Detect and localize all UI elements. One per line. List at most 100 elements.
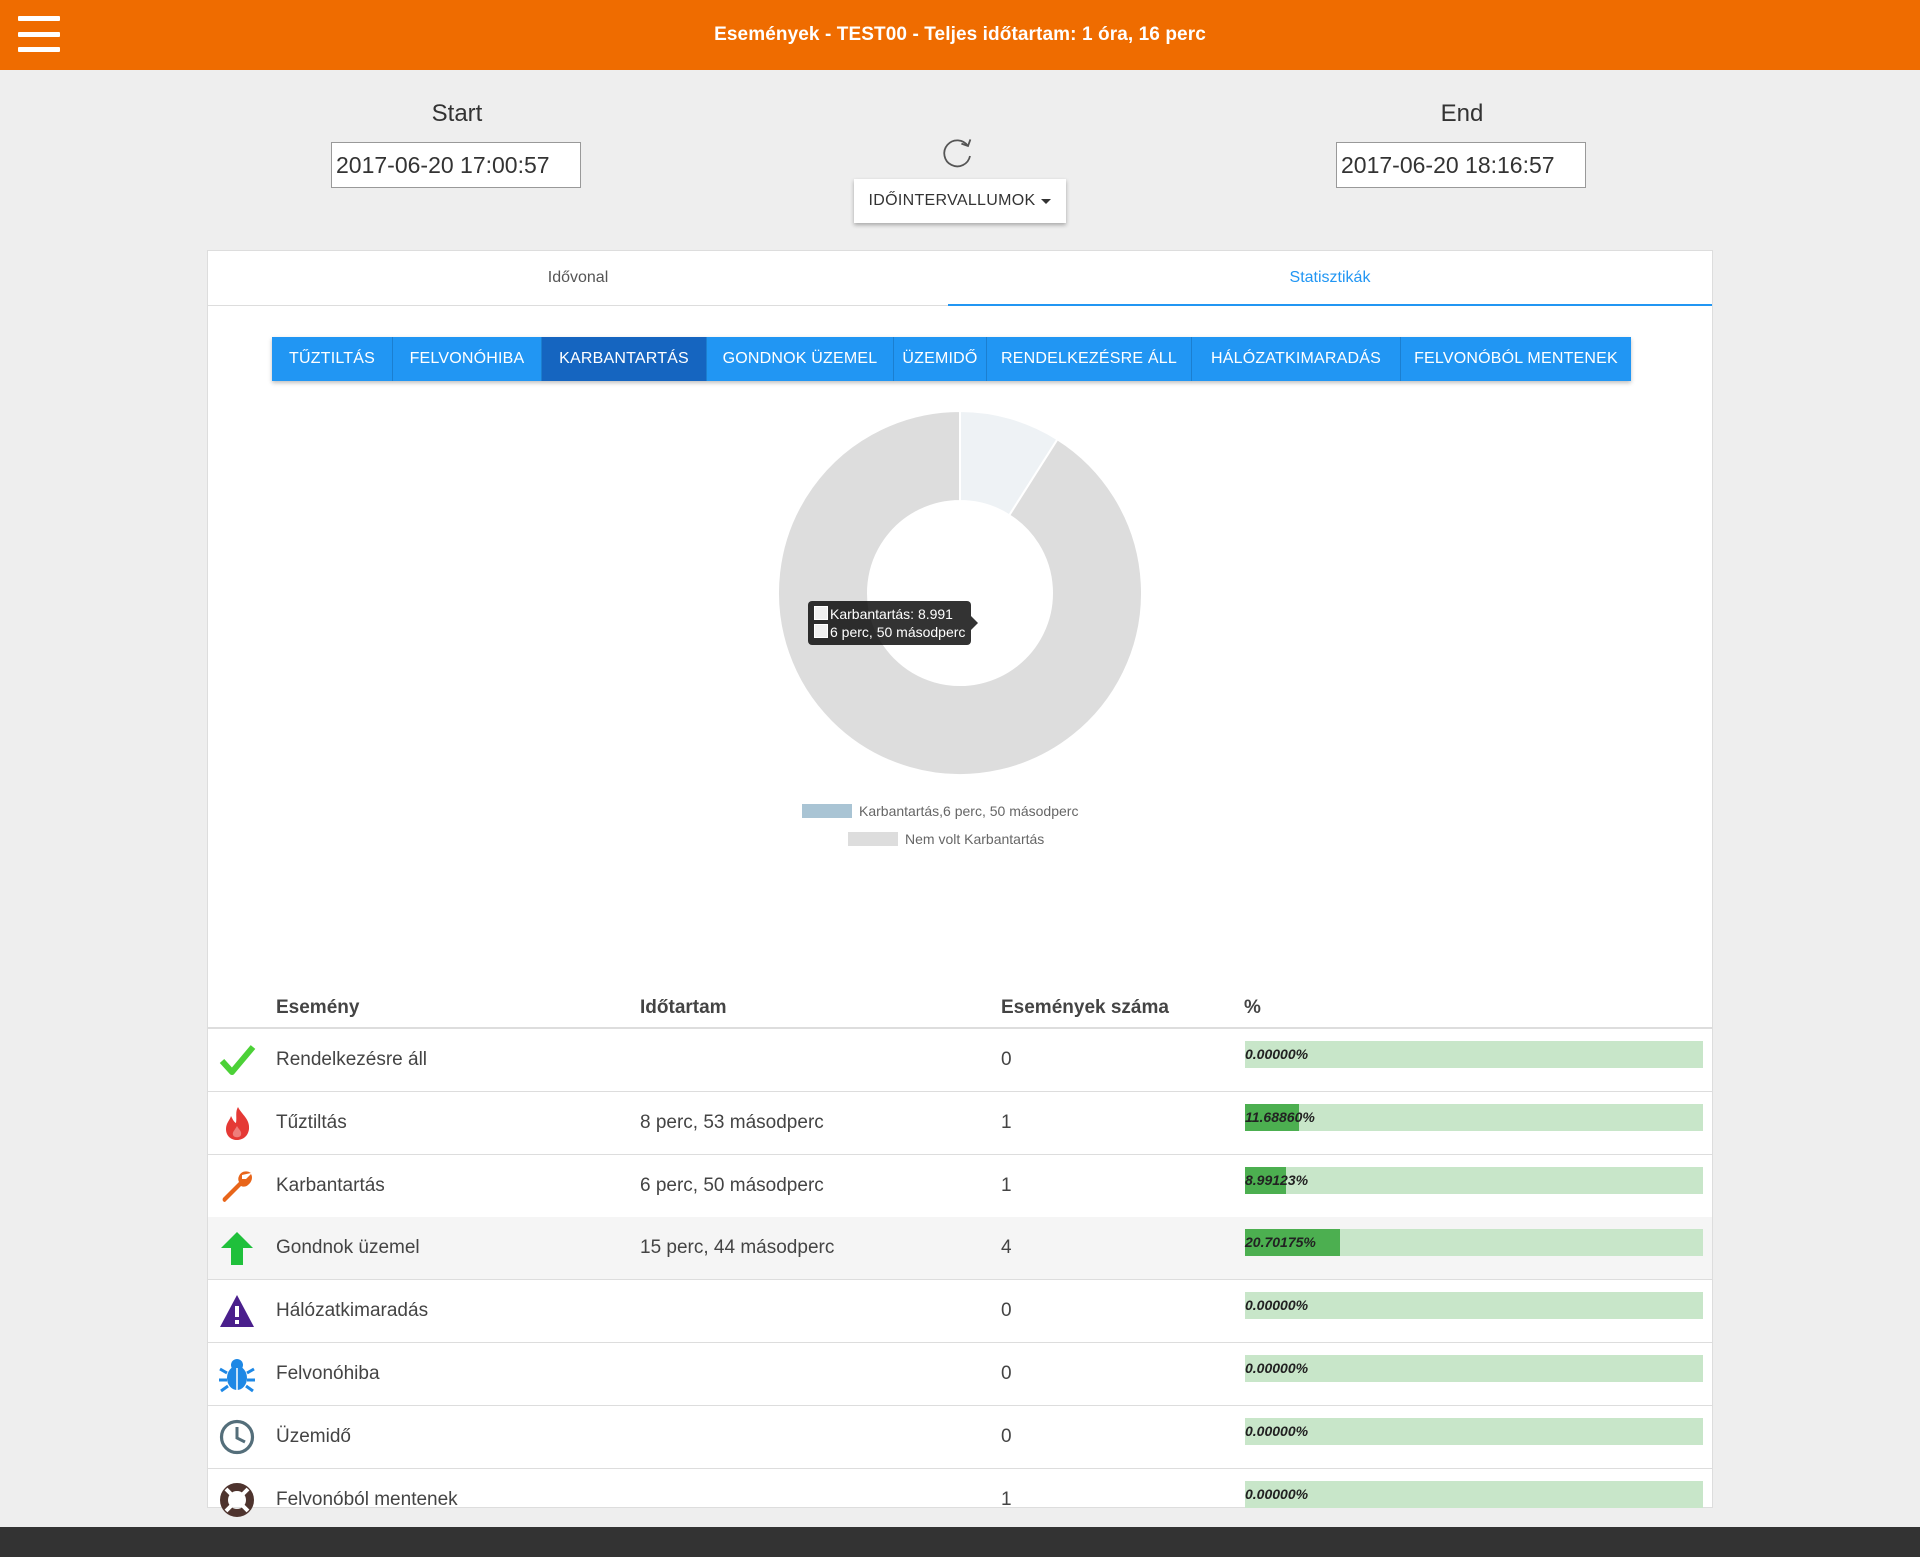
fire-icon [218,1104,256,1142]
start-date-input[interactable]: 2017-06-20 17:00:57 [331,142,581,188]
statistics-card: Idővonal Statisztikák TŰZTILTÁS FELVONÓH… [207,250,1713,1532]
tooltip-swatch [814,624,828,638]
filter-gondnok-uzemel[interactable]: GONDNOK ÜZEMEL [707,337,894,381]
event-count: 4 [1001,1237,1012,1259]
percent-progress-bar: 11.68860% [1245,1103,1703,1131]
percent-label: 11.68860% [1245,1108,1315,1125]
event-count: 0 [1001,1425,1012,1447]
chart-tooltip: Karbantartás: 8.991 6 perc, 50 másodperc [808,601,979,645]
menu-icon[interactable] [18,16,60,52]
percent-progress-bar: 20.70175% [1245,1229,1703,1257]
col-event: Esemény [276,997,360,1018]
event-name: Felvonóhiba [276,1363,380,1384]
table-row: Rendelkezésre áll 0 0.00000% [208,1029,1712,1092]
event-duration: 15 perc, 44 másodperc [640,1237,835,1259]
tab-timeline[interactable]: Idővonal [547,269,609,286]
end-date-input[interactable]: 2017-06-20 18:16:57 [1336,142,1586,188]
filter-tuztiltas[interactable]: TŰZTILTÁS [272,337,393,381]
check-icon [218,1041,256,1079]
clock-icon [218,1418,256,1456]
table-row: Gondnok üzemel 15 perc, 44 másodperc 4 20.7… [208,1217,1712,1281]
percent-progress-bar: 0.00000% [1245,1041,1703,1068]
warning-icon [218,1292,256,1330]
time-intervals-dropdown[interactable]: IDŐINTERVALLUMOK [854,179,1066,223]
event-duration: 8 perc, 53 másodperc [640,1111,824,1133]
event-name: Hálózatkimaradás [276,1300,429,1322]
event-name: Felvonóból mentenek [276,1488,458,1510]
end-label: End [1440,100,1484,127]
percent-label: 20.70175% [1245,1234,1316,1251]
table-row: Üzemidő 0 0.00000% [208,1406,1712,1469]
legend-label: Nem volt Karbantartás [905,831,1045,847]
event-count: 1 [1001,1111,1012,1133]
filter-felvonobol-mentenek[interactable]: FELVONÓBÓL MENTENEK [1401,337,1631,381]
percent-progress-fill [1245,1229,1340,1257]
percent-label: 8.99123% [1245,1171,1309,1188]
percent-progress-fill [1245,1166,1287,1194]
legend-swatch [802,804,852,818]
event-name: Tűztiltás [276,1111,347,1133]
event-filter-bar: TŰZTILTÁS FELVONÓHIBA KARBANTARTÁS GONDN… [272,337,1631,381]
event-duration: 6 perc, 50 másodperc [640,1174,824,1196]
legend-item-nem-volt[interactable]: Nem volt Karbantartás [848,831,1044,847]
time-intervals-label: IDŐINTERVALLUMOK [868,192,1036,209]
bug-icon [218,1355,256,1393]
table-row: Felvonóból mentenek 1 0.00000% [208,1469,1712,1532]
donut-chart [777,409,1143,776]
tooltip-line-2: 6 perc, 50 másodperc [830,624,966,640]
tab-statistics[interactable]: Statisztikák [948,251,1712,306]
top-app-bar: Események - TEST00 - Teljes időtartam: 1… [0,0,1920,70]
filter-uzemido[interactable]: ÜZEMIDŐ [894,337,987,381]
table-row: Hálózatkimaradás 0 0.00000% [208,1280,1712,1344]
percent-label: 0.00000% [1245,1046,1309,1062]
percent-label: 0.00000% [1245,1422,1309,1439]
event-count: 0 [1001,1049,1012,1070]
percent-progress-bar: 0.00000% [1245,1292,1703,1320]
filter-rendelkezesre-all[interactable]: RENDELKEZÉSRE ÁLL [987,337,1192,381]
event-name: Karbantartás [276,1174,385,1196]
wrench-icon [218,1167,256,1205]
table-header: Esemény Időtartam Események száma % [208,931,1712,1029]
col-duration: Időtartam [640,997,727,1018]
view-tabs: Idővonal Statisztikák [208,251,1712,306]
event-count: 1 [1001,1174,1012,1196]
legend-item-karbantartas[interactable]: Karbantartás,6 perc, 50 másodperc [802,803,1078,819]
event-count: 0 [1001,1363,1012,1384]
percent-label: 0.00000% [1245,1485,1309,1502]
percent-progress-bar: 0.00000% [1245,1417,1703,1445]
table-row: Felvonóhiba 0 0.00000% [208,1343,1712,1406]
legend-label: Karbantartás,6 perc, 50 másodperc [859,803,1079,819]
refresh-icon[interactable] [937,133,977,173]
filter-karbantartas[interactable]: KARBANTARTÁS [542,337,707,381]
lifebuoy-icon [218,1481,256,1519]
event-name: Üzemidő [276,1425,351,1447]
end-date-group: End 2017-06-20 18:16:57 [1336,100,1588,188]
donut-chart-area: Karbantartás: 8.991 6 perc, 50 másodperc… [208,401,1712,961]
col-count: Események száma [1001,997,1169,1018]
arrow-up-icon [218,1229,256,1267]
percent-progress-bar: 0.00000% [1245,1355,1703,1382]
filter-halozatkimaradas[interactable]: HÁLÓZATKIMARADÁS [1192,337,1401,381]
event-count: 1 [1001,1488,1012,1510]
event-name: Rendelkezésre áll [276,1049,428,1070]
col-percent: % [1244,997,1261,1018]
start-date-group: Start 2017-06-20 17:00:57 [331,100,583,188]
percent-progress-bar: 0.00000% [1245,1480,1703,1508]
percent-label: 0.00000% [1245,1360,1309,1376]
filter-felvonohiba[interactable]: FELVONÓHIBA [393,337,542,381]
percent-label: 0.00000% [1245,1297,1309,1314]
event-name: Gondnok üzemel [276,1237,420,1259]
percent-progress-bar: 8.99123% [1245,1166,1703,1194]
tooltip-swatch [814,606,828,620]
event-count: 0 [1001,1300,1012,1322]
tooltip-line-1: Karbantartás: 8.991 [830,606,953,622]
donut-slice-nem-volt[interactable] [777,409,1143,776]
bottom-bar [0,1527,1920,1557]
table-row: Tűztiltás 8 perc, 53 másodperc 1 11.68860% [208,1092,1712,1155]
table-row: Karbantartás 6 perc, 50 másodperc 1 8.99123… [208,1155,1712,1218]
percent-progress-fill [1245,1103,1299,1131]
caret-down-icon [1041,198,1052,204]
page-title: Események - TEST00 - Teljes időtartam: 1… [714,24,1206,45]
legend-swatch [848,832,898,846]
start-label: Start [431,100,483,127]
